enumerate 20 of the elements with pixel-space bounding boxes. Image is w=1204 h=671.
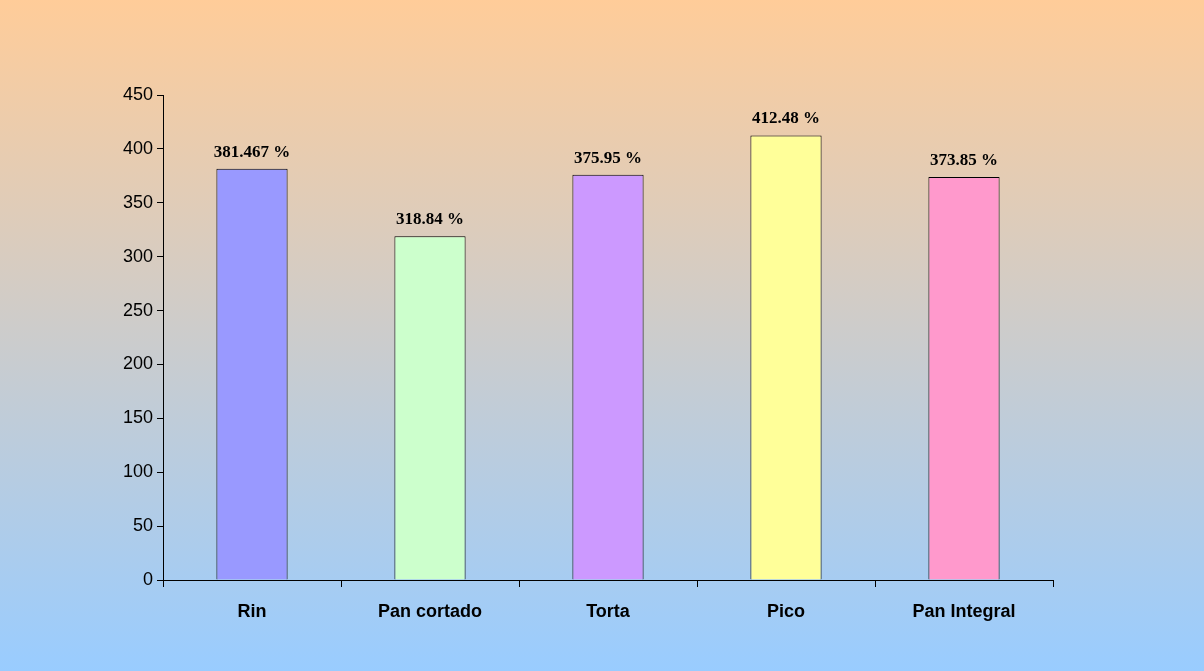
y-tick-label: 200 (122, 353, 153, 374)
y-tick-label: 0 (142, 568, 153, 589)
y-tick-label: 400 (122, 137, 153, 158)
y-tick-label: 350 (122, 191, 153, 212)
y-tick-label: 450 (122, 83, 153, 104)
y-tick-label: 100 (122, 461, 153, 482)
data-label: 318.84 % (396, 209, 464, 229)
data-label: 412.48 % (752, 108, 820, 128)
x-tick-label: Pico (766, 600, 806, 621)
x-tick-label: Torta (586, 600, 631, 621)
y-tick-label: 300 (122, 245, 153, 266)
y-tick-label: 250 (122, 299, 153, 320)
x-tick-label: Pan Integral (912, 600, 1016, 621)
x-tick-label: Pan cortado (377, 600, 483, 621)
y-tick-label: 150 (122, 407, 153, 428)
y-tick-label: 50 (132, 515, 153, 536)
x-tick-label: Rin (237, 600, 267, 621)
data-label: 375.95 % (574, 147, 642, 167)
data-label: 381.467 % (213, 141, 291, 161)
data-label: 373.85 % (930, 149, 998, 169)
